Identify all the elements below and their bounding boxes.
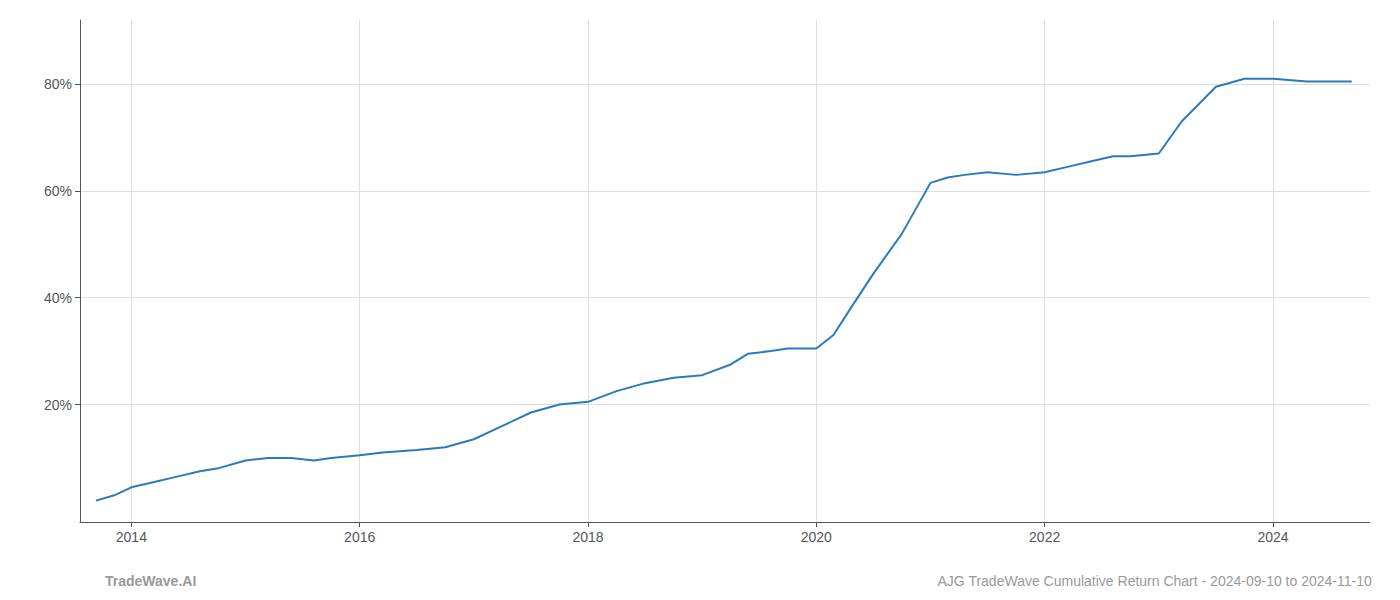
svg-text:TradeWave.AI: TradeWave.AI: [105, 573, 196, 589]
svg-text:2018: 2018: [572, 529, 603, 545]
svg-text:60%: 60%: [44, 183, 72, 199]
svg-text:AJG TradeWave Cumulative Retur: AJG TradeWave Cumulative Return Chart - …: [938, 573, 1372, 589]
svg-text:2014: 2014: [116, 529, 147, 545]
svg-text:80%: 80%: [44, 76, 72, 92]
svg-text:2016: 2016: [344, 529, 375, 545]
svg-text:2020: 2020: [801, 529, 832, 545]
svg-text:2024: 2024: [1257, 529, 1288, 545]
svg-text:20%: 20%: [44, 397, 72, 413]
svg-text:2022: 2022: [1029, 529, 1060, 545]
svg-text:40%: 40%: [44, 290, 72, 306]
